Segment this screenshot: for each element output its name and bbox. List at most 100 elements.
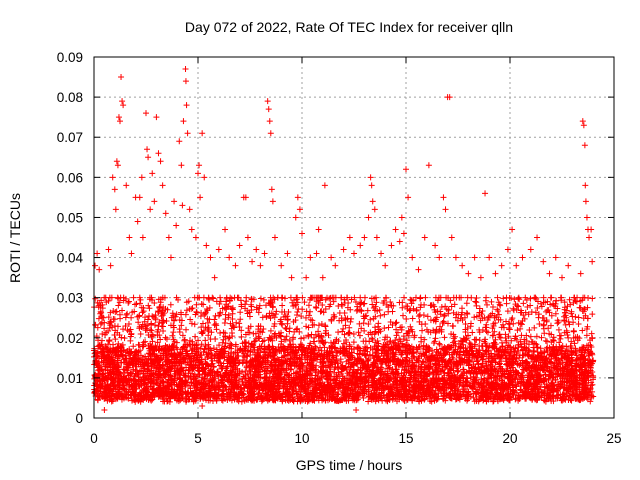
- data-point: [544, 338, 551, 345]
- data-point: [504, 308, 511, 315]
- data-point: [568, 338, 575, 345]
- data-point: [524, 304, 531, 310]
- data-point: [200, 301, 207, 308]
- data-point: [317, 308, 324, 315]
- data-point: [260, 326, 267, 333]
- data-point: [525, 311, 532, 318]
- data-point: [483, 328, 490, 335]
- data-point: [544, 298, 551, 305]
- data-point: [540, 294, 547, 301]
- data-point: [542, 337, 549, 344]
- data-point: [548, 312, 555, 319]
- data-point: [272, 311, 279, 318]
- data-point: [231, 294, 238, 301]
- data-point: [191, 321, 198, 328]
- data-point: [157, 336, 164, 343]
- data-point: [328, 316, 335, 323]
- data-point: [400, 312, 407, 319]
- data-point: [111, 322, 118, 329]
- data-point: [295, 306, 302, 313]
- data-point: [322, 305, 329, 312]
- data-point: [289, 336, 296, 343]
- data-point: [151, 322, 158, 329]
- data-point: [181, 337, 188, 344]
- data-point: [503, 300, 510, 307]
- data-point: [145, 302, 152, 309]
- data-point: [545, 325, 552, 332]
- data-point: [189, 305, 196, 312]
- data-point: [193, 308, 200, 315]
- data-point: [547, 294, 554, 301]
- data-point: [373, 299, 380, 306]
- data-point: [221, 319, 228, 326]
- data-point: [514, 327, 521, 334]
- data-point: [109, 324, 116, 331]
- data-point: [162, 334, 169, 341]
- data-point: [110, 341, 117, 348]
- data-point: [238, 333, 245, 340]
- data-point: [267, 327, 274, 334]
- data-point: [547, 322, 554, 329]
- data-point: [314, 294, 321, 301]
- data-point: [139, 309, 146, 316]
- data-point: [387, 318, 394, 325]
- data-point: [512, 396, 519, 403]
- data-point: [440, 319, 447, 326]
- data-point: [422, 320, 429, 327]
- data-point: [293, 311, 300, 318]
- data-point: [407, 323, 414, 330]
- data-point: [201, 311, 208, 318]
- data-point: [318, 320, 325, 327]
- data-point: [263, 313, 270, 320]
- data-point: [289, 394, 296, 401]
- data-point: [122, 314, 129, 321]
- data-point: [509, 315, 516, 322]
- data-point: [307, 316, 314, 323]
- data-point: [361, 294, 368, 301]
- data-point: [121, 335, 128, 342]
- data-point: [257, 295, 264, 302]
- data-point: [208, 329, 215, 336]
- data-point: [527, 295, 534, 302]
- data-point: [409, 315, 416, 322]
- data-point: [213, 396, 220, 403]
- data-point: [211, 322, 218, 329]
- data-point: [531, 324, 538, 331]
- data-point: [243, 298, 250, 305]
- data-point: [225, 335, 232, 342]
- data-point: [125, 320, 132, 327]
- data-point: [260, 386, 267, 393]
- data-point: [163, 336, 170, 343]
- data-point: [350, 339, 357, 346]
- data-point: [506, 321, 513, 328]
- data-point: [499, 321, 506, 328]
- data-point: [204, 319, 211, 326]
- data-point: [356, 320, 363, 327]
- data-point: [237, 316, 244, 323]
- data-point: [305, 302, 312, 309]
- data-point: [178, 322, 185, 329]
- data-point: [343, 337, 350, 344]
- data-point: [581, 294, 588, 301]
- data-point: [236, 320, 243, 327]
- data-point: [538, 334, 545, 341]
- data-point: [536, 321, 543, 328]
- data-point: [492, 336, 499, 343]
- data-point: [299, 294, 306, 301]
- data-point: [479, 327, 486, 334]
- data-point: [119, 307, 126, 314]
- data-point: [132, 301, 139, 308]
- data-point: [589, 295, 596, 302]
- data-point: [216, 300, 223, 307]
- data-point: [176, 328, 183, 335]
- data-point: [393, 332, 400, 339]
- data-point: [358, 307, 365, 314]
- data-point: [506, 326, 513, 333]
- data-point: [575, 314, 582, 321]
- data-point: [527, 333, 534, 340]
- data-point: [417, 294, 424, 301]
- chart-title: Day 072 of 2022, Rate Of TEC Index for r…: [185, 19, 513, 35]
- data-point: [130, 294, 137, 301]
- data-point: [417, 295, 424, 302]
- data-point: [301, 299, 308, 306]
